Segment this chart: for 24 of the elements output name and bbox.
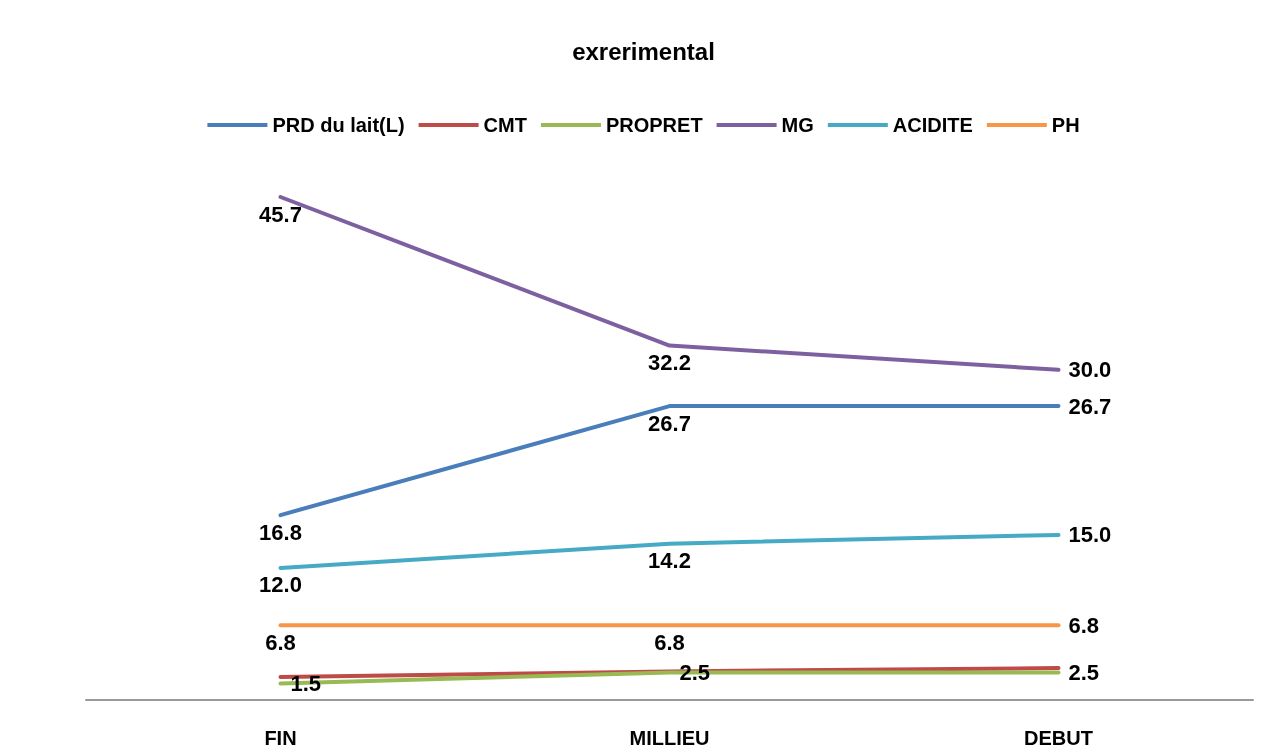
data-label: 2.5 (679, 659, 711, 685)
data-label: 45.7 (259, 201, 302, 227)
data-label: 12.0 (259, 572, 302, 598)
x-tick-label: MILLIEU (629, 727, 710, 749)
data-label: 26.7 (1068, 393, 1112, 419)
data-label: 6.8 (654, 629, 685, 655)
data-label: 32.2 (648, 350, 691, 376)
data-label: 30.0 (1068, 357, 1112, 383)
legend-label: CMT (483, 114, 527, 136)
legend-label: PROPRET (605, 114, 703, 136)
legend-label: PRD du lait(L) (272, 114, 405, 136)
data-label: 15.0 (1068, 522, 1112, 548)
x-tick-label: FIN (264, 727, 297, 749)
data-label: 26.7 (648, 410, 691, 436)
legend-label: PH (1051, 114, 1080, 136)
data-label: 6.8 (1068, 612, 1100, 638)
x-tick-label: DEBUT (1024, 727, 1093, 749)
legend-label: ACIDITE (892, 114, 973, 136)
legend-label: MG (781, 114, 814, 136)
data-label: 6.8 (265, 629, 296, 655)
data-label: 2.5 (1068, 659, 1100, 685)
data-label: 16.8 (259, 519, 302, 545)
chart-title: exrerimental (572, 37, 715, 65)
data-label: 14.2 (648, 548, 691, 574)
